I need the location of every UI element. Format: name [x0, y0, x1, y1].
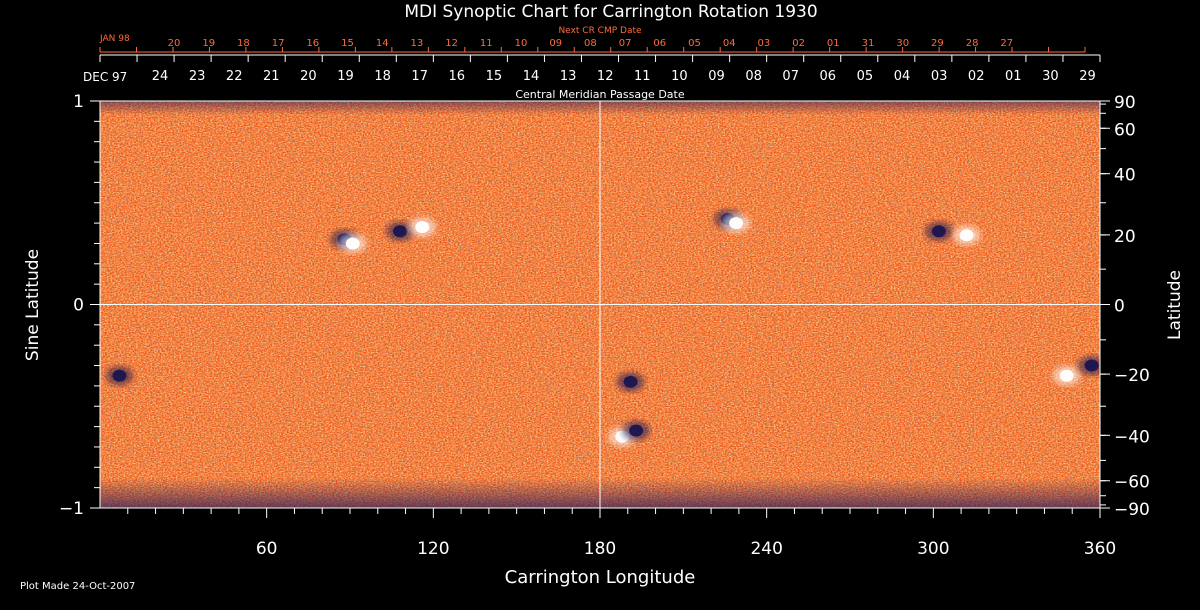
region-negative	[1084, 359, 1099, 372]
region-positive	[415, 221, 430, 234]
next-cr-date-label: 11	[480, 38, 493, 49]
next-start-label: JAN 98	[99, 34, 130, 44]
cmp-date-label: 06	[820, 69, 837, 84]
next-cr-date-label: 05	[688, 38, 701, 49]
next-cr-date-label: 20	[168, 38, 181, 49]
next-cr-date-label: 17	[272, 38, 285, 49]
region-negative	[112, 369, 127, 382]
next-cr-date-label: 29	[931, 38, 944, 49]
region-negative	[629, 424, 644, 437]
next-cr-date-label: 31	[862, 38, 875, 49]
region-positive	[1059, 369, 1074, 382]
cmp-start-label: DEC 97	[83, 70, 127, 84]
cmp-date-label: 15	[486, 69, 503, 84]
next-cr-date-label: 18	[237, 38, 250, 49]
chart-title: MDI Synoptic Chart for Carrington Rotati…	[404, 2, 817, 22]
cmp-date-label: 10	[671, 69, 688, 84]
next-cr-date-label: 07	[619, 38, 632, 49]
next-cr-date-label: 27	[1000, 38, 1013, 49]
cmp-date-label: 04	[894, 69, 911, 84]
region-positive	[345, 237, 360, 250]
next-cr-date-label: 30	[896, 38, 909, 49]
cmp-date-label: 18	[374, 69, 391, 84]
region-negative	[393, 225, 407, 238]
grid-lines	[100, 101, 1100, 508]
x-tick-label: 180	[584, 539, 616, 559]
cmp-date-label: 30	[1042, 69, 1059, 84]
next-cr-date-label: 09	[549, 38, 562, 49]
next-cr-date-label: 02	[792, 38, 805, 49]
x-tick-label: 360	[1084, 539, 1116, 559]
next-cr-date-label: 10	[515, 38, 528, 49]
cmp-date-label: 14	[523, 69, 540, 84]
y-tick-label-right: 0	[1114, 297, 1125, 317]
cmp-date-label: 01	[1005, 69, 1022, 84]
x-tick-label: 300	[917, 539, 949, 559]
cmp-date-label: 05	[857, 69, 874, 84]
cmp-date-label: 08	[745, 69, 762, 84]
y-tick-label-right: −40	[1114, 427, 1150, 447]
axes: 60 120 180 240 300 36010−1906040200−20−40−60−…	[59, 38, 1150, 559]
region-negative	[623, 375, 638, 388]
cmp-date-label: 02	[968, 69, 985, 84]
x-tick-label: 60	[256, 539, 278, 559]
y-tick-label-right: 90	[1114, 93, 1136, 113]
cmp-date-label: 23	[189, 69, 206, 84]
cmp-date-label: 21	[263, 69, 280, 84]
next-cr-date-label: 04	[723, 38, 736, 49]
next-cr-date-label: 06	[653, 38, 666, 49]
next-cr-date-label: 15	[341, 38, 354, 49]
next-cr-date-label: 14	[376, 38, 389, 49]
cmp-date-label: 20	[300, 69, 317, 84]
y-tick-label-right: 60	[1114, 120, 1136, 140]
next-cr-date-label: 12	[445, 38, 458, 49]
next-cr-date-label: 19	[202, 38, 215, 49]
active-regions	[105, 209, 1100, 447]
cmp-date-label: 24	[152, 69, 169, 84]
x-axis-label: Carrington Longitude	[505, 567, 696, 588]
y-tick-label-right: −20	[1114, 366, 1150, 386]
y-tick-label-left: −1	[59, 499, 84, 519]
region-negative	[931, 225, 946, 238]
y-axis-label-right: Latitude	[1165, 270, 1185, 340]
next-cr-date-label: 03	[758, 38, 771, 49]
cmp-date-label: 29	[1079, 69, 1096, 84]
next-cr-date-label: 28	[966, 38, 979, 49]
y-tick-label-left: 0	[73, 296, 84, 316]
cmp-date-label: 11	[634, 69, 651, 84]
y-axis-label-left: Sine Latitude	[23, 249, 43, 361]
y-tick-label-right: 40	[1114, 166, 1136, 186]
cmp-date-label: 03	[931, 69, 948, 84]
next-cr-date-label: 13	[411, 38, 424, 49]
y-tick-label-right: −90	[1114, 500, 1150, 520]
region-positive	[729, 217, 744, 230]
cmp-date-label: 13	[560, 69, 577, 84]
region-positive	[959, 229, 974, 242]
cmp-date-label: 19	[337, 69, 354, 84]
x-tick-label: 120	[417, 539, 449, 559]
x-tick-label: 240	[750, 539, 782, 559]
cmp-date-label: 07	[782, 69, 799, 84]
cmp-date-label: 17	[411, 69, 428, 84]
cmp-axis-label: Central Meridian Passage Date	[515, 88, 684, 101]
y-tick-label-right: 20	[1114, 227, 1136, 247]
cmp-date-label: 16	[449, 69, 466, 84]
cmp-date-label: 22	[226, 69, 243, 84]
plot-made-footer: Plot Made 24-Oct-2007	[20, 581, 135, 592]
y-tick-label-left: 1	[73, 92, 84, 112]
cmp-date-label: 09	[708, 69, 725, 84]
y-tick-label-right: −60	[1114, 473, 1150, 493]
next-cr-date-label: 08	[584, 38, 597, 49]
next-cr-cmp-label: Next CR CMP Date	[558, 26, 642, 36]
cmp-date-label: 12	[597, 69, 614, 84]
next-cr-date-label: 16	[306, 38, 319, 49]
next-cr-date-label: 01	[827, 38, 840, 49]
